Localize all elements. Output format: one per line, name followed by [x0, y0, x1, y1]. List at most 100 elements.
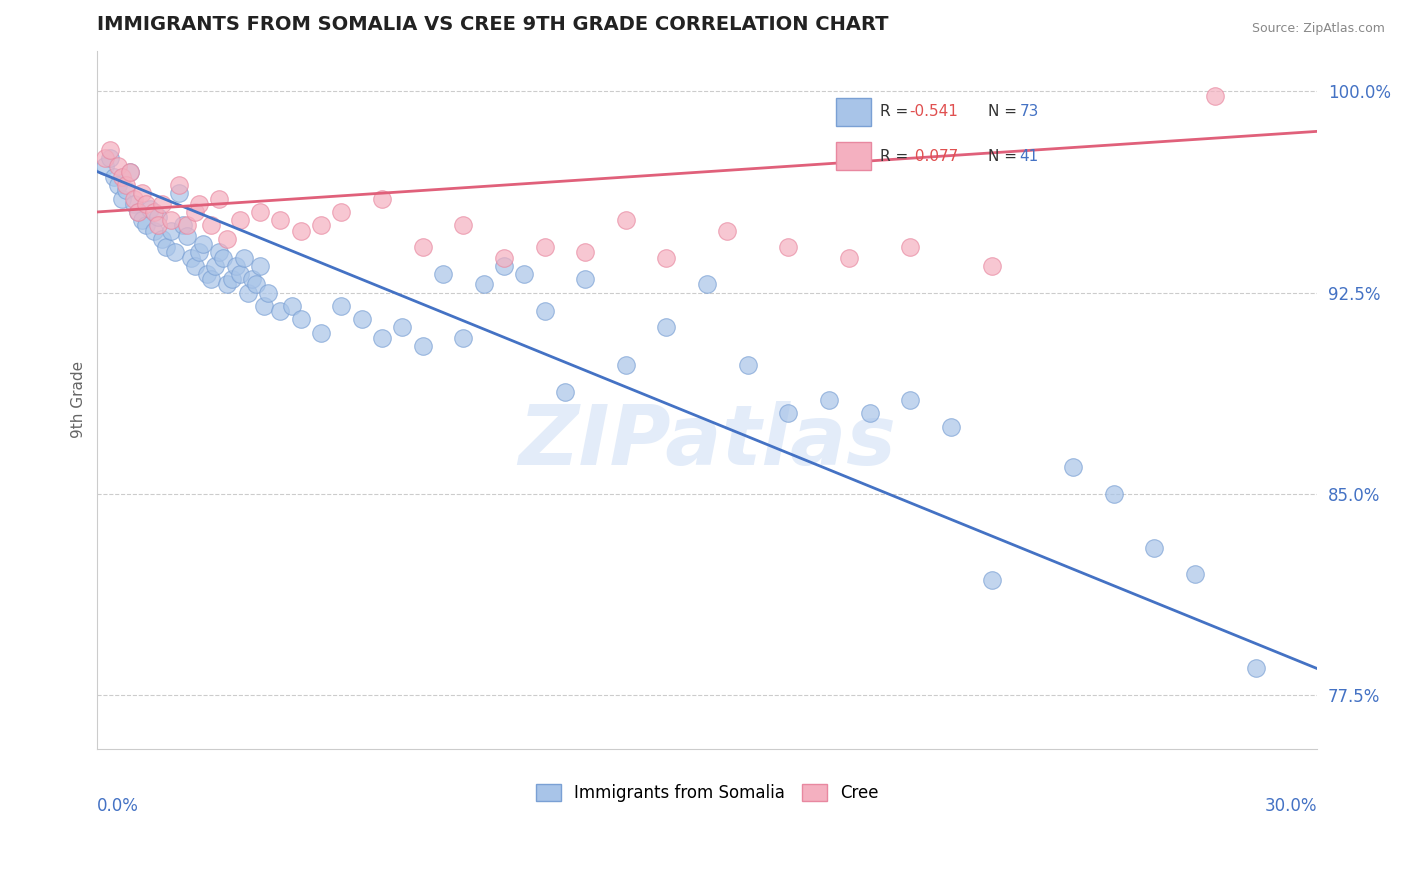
- Point: [309, 326, 332, 340]
- Point: [939, 419, 962, 434]
- Point: [513, 267, 536, 281]
- Point: [208, 245, 231, 260]
- Point: [152, 232, 174, 246]
- Point: [737, 358, 759, 372]
- Point: [107, 159, 129, 173]
- Point: [1062, 460, 1084, 475]
- Point: [1143, 541, 1166, 555]
- Point: [195, 267, 218, 281]
- Point: [472, 277, 495, 292]
- Point: [111, 192, 134, 206]
- Point: [391, 320, 413, 334]
- Point: [655, 320, 678, 334]
- Point: [98, 143, 121, 157]
- Point: [127, 205, 149, 219]
- Point: [143, 205, 166, 219]
- Point: [249, 205, 271, 219]
- Point: [232, 251, 254, 265]
- Point: [818, 392, 841, 407]
- Point: [163, 245, 186, 260]
- Point: [148, 211, 170, 225]
- Point: [432, 267, 454, 281]
- Point: [127, 205, 149, 219]
- Point: [148, 219, 170, 233]
- Point: [330, 299, 353, 313]
- Point: [200, 219, 222, 233]
- Point: [898, 240, 921, 254]
- Point: [139, 202, 162, 217]
- Point: [212, 251, 235, 265]
- Point: [184, 259, 207, 273]
- Point: [330, 205, 353, 219]
- Point: [225, 259, 247, 273]
- Point: [135, 197, 157, 211]
- Point: [859, 406, 882, 420]
- Point: [159, 224, 181, 238]
- Point: [236, 285, 259, 300]
- Point: [188, 245, 211, 260]
- Point: [152, 197, 174, 211]
- Point: [131, 186, 153, 201]
- Point: [1244, 661, 1267, 675]
- Legend: Immigrants from Somalia, Cree: Immigrants from Somalia, Cree: [527, 776, 887, 811]
- Point: [245, 277, 267, 292]
- Point: [167, 186, 190, 201]
- Point: [98, 151, 121, 165]
- Point: [281, 299, 304, 313]
- Point: [103, 169, 125, 184]
- Point: [217, 232, 239, 246]
- Point: [114, 178, 136, 193]
- Point: [412, 240, 434, 254]
- Point: [118, 164, 141, 178]
- Point: [114, 184, 136, 198]
- Point: [143, 224, 166, 238]
- Point: [228, 267, 250, 281]
- Point: [180, 251, 202, 265]
- Point: [492, 251, 515, 265]
- Point: [269, 213, 291, 227]
- Point: [221, 272, 243, 286]
- Point: [614, 358, 637, 372]
- Point: [696, 277, 718, 292]
- Point: [574, 272, 596, 286]
- Point: [778, 240, 800, 254]
- Point: [492, 259, 515, 273]
- Point: [614, 213, 637, 227]
- Point: [1204, 89, 1226, 103]
- Point: [655, 251, 678, 265]
- Text: 0.0%: 0.0%: [97, 797, 139, 815]
- Text: Source: ZipAtlas.com: Source: ZipAtlas.com: [1251, 22, 1385, 36]
- Point: [167, 178, 190, 193]
- Text: IMMIGRANTS FROM SOMALIA VS CREE 9TH GRADE CORRELATION CHART: IMMIGRANTS FROM SOMALIA VS CREE 9TH GRAD…: [97, 15, 889, 34]
- Point: [309, 219, 332, 233]
- Y-axis label: 9th Grade: 9th Grade: [72, 361, 86, 439]
- Point: [371, 192, 394, 206]
- Point: [350, 312, 373, 326]
- Point: [716, 224, 738, 238]
- Point: [533, 240, 555, 254]
- Point: [131, 213, 153, 227]
- Point: [249, 259, 271, 273]
- Point: [122, 197, 145, 211]
- Point: [204, 259, 226, 273]
- Point: [240, 272, 263, 286]
- Point: [898, 392, 921, 407]
- Point: [176, 229, 198, 244]
- Point: [412, 339, 434, 353]
- Point: [554, 384, 576, 399]
- Point: [980, 573, 1002, 587]
- Point: [107, 178, 129, 193]
- Point: [253, 299, 276, 313]
- Point: [290, 224, 312, 238]
- Point: [838, 251, 860, 265]
- Text: 30.0%: 30.0%: [1264, 797, 1317, 815]
- Point: [111, 169, 134, 184]
- Point: [1102, 487, 1125, 501]
- Point: [228, 213, 250, 227]
- Point: [574, 245, 596, 260]
- Point: [155, 240, 177, 254]
- Point: [371, 331, 394, 345]
- Point: [208, 192, 231, 206]
- Point: [778, 406, 800, 420]
- Point: [94, 159, 117, 173]
